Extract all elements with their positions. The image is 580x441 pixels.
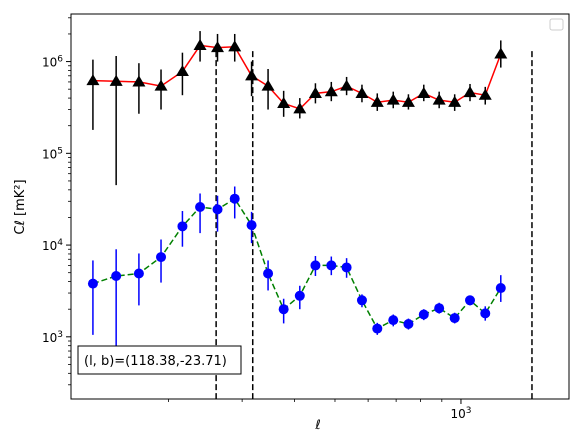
data-point-triangle: [463, 86, 477, 98]
tick-label: 105: [42, 146, 63, 161]
data-point-circle: [341, 262, 352, 273]
data-point-circle: [449, 313, 460, 324]
data-point-circle: [465, 295, 476, 306]
data-point-circle: [418, 309, 429, 320]
data-point-triangle: [245, 69, 259, 81]
data-point-triangle: [154, 79, 168, 91]
x-axis-ticks: 103: [168, 399, 471, 421]
data-point-triangle: [228, 40, 242, 52]
data-point-triangle: [478, 88, 492, 100]
data-point-triangle: [355, 86, 369, 98]
data-point-triangle: [401, 95, 415, 107]
data-point-circle: [294, 290, 305, 301]
data-point-triangle: [386, 93, 400, 105]
data-point-circle: [177, 221, 188, 232]
data-point-circle: [111, 271, 122, 282]
data-point-circle: [212, 204, 223, 215]
legend-box: [549, 18, 564, 31]
data-markers: [86, 38, 508, 334]
data-point-circle: [195, 201, 206, 212]
data-point-circle: [229, 193, 240, 204]
data-point-circle: [263, 268, 274, 279]
data-point-triangle: [417, 86, 431, 98]
x-axis-label: ℓ: [314, 418, 320, 433]
data-point-triangle: [175, 64, 189, 77]
data-point-triangle: [132, 75, 146, 87]
data-point-circle: [403, 318, 414, 329]
data-point-circle: [310, 260, 321, 271]
tick-label: 103: [42, 330, 63, 345]
data-point-triangle: [293, 102, 307, 114]
data-point-circle: [87, 278, 98, 289]
data-point-circle: [326, 260, 337, 271]
data-point-circle: [246, 220, 257, 231]
data-point-circle: [388, 315, 399, 326]
data-point-triangle: [494, 47, 508, 59]
data-point-triangle: [370, 95, 384, 107]
data-point-triangle: [193, 38, 207, 50]
data-point-circle: [278, 304, 289, 315]
y-axis-ticks: 103 104 105 106: [42, 17, 71, 386]
annotation-text: (l, b)=(118.38,-23.71): [84, 354, 227, 369]
data-point-triangle: [448, 95, 462, 107]
data-point-circle: [495, 283, 506, 294]
tick-label: 106: [42, 55, 63, 70]
data-point-circle: [356, 295, 367, 306]
annotation-box: (l, b)=(118.38,-23.71): [77, 345, 242, 375]
data-point-circle: [372, 323, 383, 334]
data-point-triangle: [432, 93, 446, 105]
plot-frame: [70, 13, 570, 400]
y-axis-label: Cℓ [mK²]: [13, 179, 28, 234]
data-point-triangle: [211, 41, 225, 53]
data-point-triangle: [261, 79, 275, 91]
data-point-circle: [434, 303, 445, 314]
tick-label: 103: [450, 406, 471, 421]
data-point-triangle: [86, 74, 100, 86]
data-point-circle: [133, 268, 144, 279]
data-point-triangle: [324, 85, 338, 97]
plot-background: [71, 14, 569, 399]
data-point-triangle: [109, 74, 123, 86]
data-point-triangle: [277, 96, 291, 108]
data-point-circle: [480, 308, 491, 319]
data-point-circle: [156, 252, 167, 263]
data-point-triangle: [340, 79, 354, 91]
data-point-triangle: [308, 86, 322, 98]
tick-label: 104: [42, 238, 63, 253]
